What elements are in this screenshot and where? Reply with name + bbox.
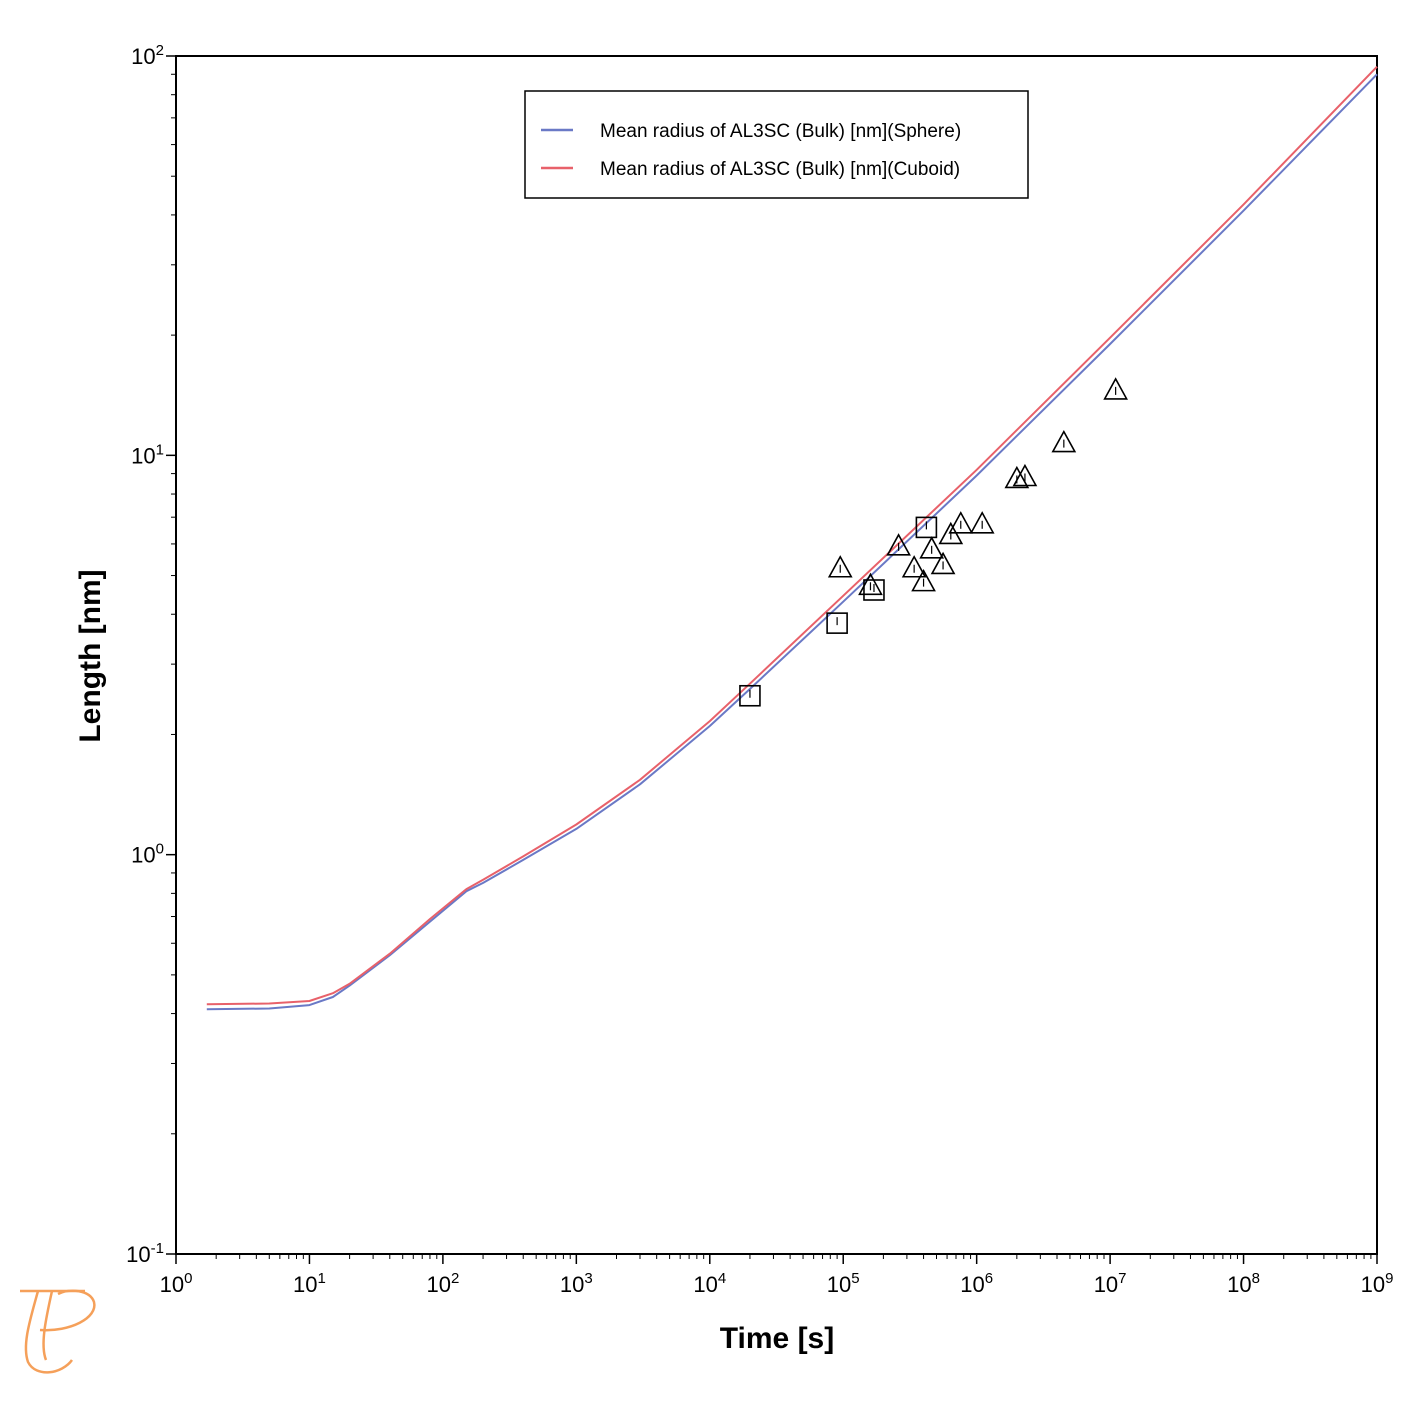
x-tick-label: 102 xyxy=(426,1270,459,1297)
y-axis-title: Length [nm] xyxy=(74,569,107,742)
marker-square-1 xyxy=(826,612,848,634)
legend-box xyxy=(524,90,1029,199)
x-tick-label: 109 xyxy=(1361,1270,1394,1297)
marker-triangle-0 xyxy=(827,555,853,578)
x-tick-label: 107 xyxy=(1094,1270,1127,1297)
legend: Mean radius of AL3SC (Bulk) [nm](Sphere)… xyxy=(524,90,1029,199)
marker-triangle-3 xyxy=(901,555,927,578)
marker-triangle-5 xyxy=(919,536,945,559)
marker-triangle-11 xyxy=(1012,463,1038,487)
plot-area xyxy=(175,55,1378,1255)
legend-label-sphere: Mean radius of AL3SC (Bulk) [nm](Sphere) xyxy=(600,121,961,142)
x-tick-label: 103 xyxy=(560,1270,593,1297)
x-tick-label: 104 xyxy=(693,1270,726,1297)
x-tick-label: 105 xyxy=(827,1270,860,1297)
marker-triangle-12 xyxy=(1051,429,1077,453)
marker-square-3 xyxy=(915,516,938,539)
series-layer xyxy=(206,66,1378,1011)
marker-layer xyxy=(739,377,1128,707)
x-tick-label: 101 xyxy=(293,1270,326,1297)
thermo-calc-logo-icon xyxy=(20,1289,96,1374)
marker-triangle-9 xyxy=(969,511,995,534)
marker-triangle-4 xyxy=(911,568,936,592)
y-tick-label: 10-1 xyxy=(126,1240,164,1267)
x-axis-title: Time [s] xyxy=(720,1322,834,1355)
series-line-0 xyxy=(206,73,1378,1011)
marker-triangle-6 xyxy=(930,551,956,575)
y-tick-label: 102 xyxy=(131,42,164,69)
marker-triangle-2 xyxy=(886,533,911,556)
x-tick-label: 100 xyxy=(160,1270,193,1297)
tick-layer: 100 101 102 103 104 105 106 107 108 109 10-1 100 101… xyxy=(126,42,1393,1297)
marker-triangle-1 xyxy=(858,572,883,596)
y-tick-label: 100 xyxy=(131,841,164,868)
marker-triangle-13 xyxy=(1103,377,1128,400)
series-line-1 xyxy=(206,66,1378,1006)
y-tick-label: 101 xyxy=(131,441,164,468)
x-tick-label: 106 xyxy=(960,1270,993,1297)
marker-square-0 xyxy=(739,684,761,707)
marker-triangle-8 xyxy=(948,511,974,534)
x-tick-label: 108 xyxy=(1227,1270,1260,1297)
legend-label-cuboid: Mean radius of AL3SC (Bulk) [nm](Cuboid) xyxy=(600,159,960,180)
marker-triangle-10 xyxy=(1004,465,1030,489)
